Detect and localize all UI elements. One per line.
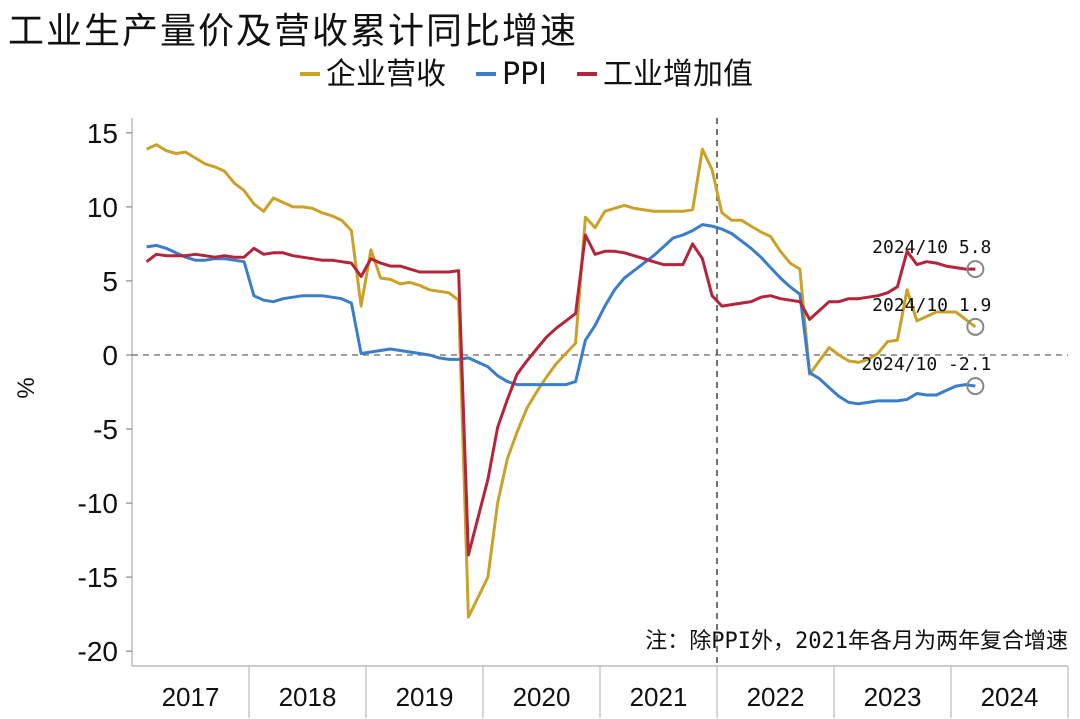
y-tick-label: 5	[102, 266, 118, 297]
end-point-label: 2024/10 1.9	[872, 295, 991, 316]
annotations: 2024/10 5.8 2024/10 1.9 2024/10 -2.1	[861, 237, 991, 396]
end-point-marker	[966, 377, 985, 396]
legend-label: PPI	[502, 57, 547, 92]
chart-title: 工业生产量价及营收累计同比增速	[8, 11, 579, 52]
series-lines	[145, 143, 977, 619]
y-tick-label: -10	[78, 488, 118, 519]
y-tick-label: -5	[93, 414, 118, 445]
end-point-marker	[966, 317, 985, 336]
legend-label: 企业营收	[326, 57, 446, 92]
x-year-label: 2021	[630, 682, 688, 712]
series-line-2	[145, 233, 976, 557]
x-year-label: 2018	[279, 682, 337, 712]
series-line-1	[146, 223, 976, 406]
x-year-label: 2022	[747, 682, 805, 712]
end-point-label: 2024/10 -2.1	[861, 354, 991, 375]
x-year-label: 2024	[981, 682, 1039, 712]
y-tick-label: -20	[78, 636, 118, 667]
y-tick-label: 10	[87, 192, 118, 223]
chart-note: 注：除PPI外，2021年各月为两年复合增速	[645, 629, 1068, 654]
y-tick-label: 0	[102, 340, 118, 371]
x-year-label: 2017	[162, 682, 220, 712]
series-line-0	[145, 143, 977, 619]
x-year-label: 2019	[396, 682, 454, 712]
x-year-label: 2020	[513, 682, 571, 712]
y-axis-label: %	[13, 377, 40, 398]
end-point-marker	[966, 260, 985, 279]
legend: 企业营收 PPI 工业增加值	[300, 57, 753, 92]
x-year-label: 2023	[864, 682, 922, 712]
end-point-label: 2024/10 5.8	[872, 237, 991, 258]
legend-label: 工业增加值	[603, 57, 753, 92]
axes: 15 10 5 0 -5 -10 -15 -20 2017 2018 2019 2020 2021 202…	[78, 118, 1069, 718]
y-tick-label: -15	[78, 562, 118, 593]
y-tick-label: 15	[87, 118, 118, 149]
